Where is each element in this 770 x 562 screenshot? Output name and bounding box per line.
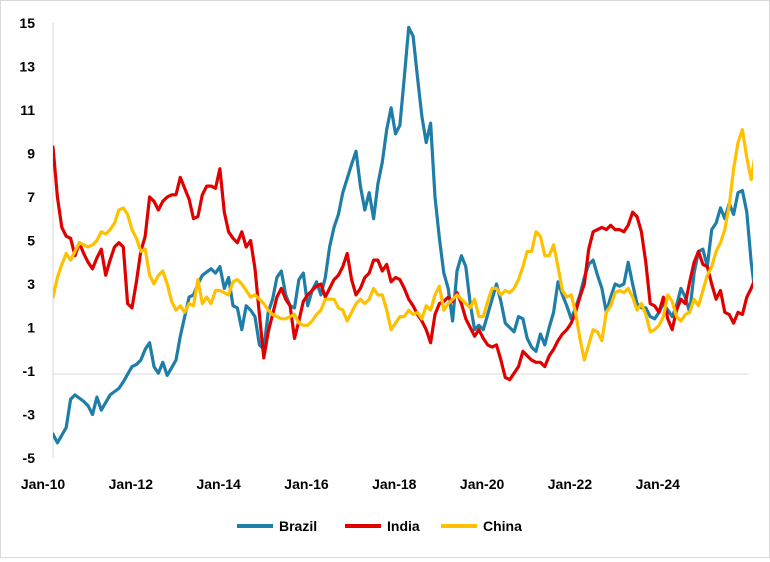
x-tick-label: Jan-20 — [460, 476, 505, 492]
x-tick-label: Jan-14 — [196, 476, 241, 492]
legend: Brazil India China — [237, 518, 522, 534]
x-tick-label: Jan-18 — [372, 476, 417, 492]
x-tick-label: Jan-16 — [284, 476, 329, 492]
series-line-china — [53, 128, 753, 362]
series-line-india — [53, 145, 753, 382]
legend-label-india: India — [387, 518, 420, 534]
y-tick-label: 5 — [27, 233, 35, 249]
legend-label-china: China — [483, 518, 522, 534]
axes — [52, 23, 749, 458]
x-tick-label: Jan-12 — [109, 476, 154, 492]
y-tick-label: 1 — [27, 320, 35, 336]
y-tick-label: 13 — [19, 59, 35, 75]
y-tick-label: 11 — [20, 102, 35, 118]
y-tick-label: -3 — [23, 407, 36, 423]
legend-label-brazil: Brazil — [279, 518, 317, 534]
series-line-brazil — [53, 25, 753, 445]
x-tick-label: Jan-24 — [636, 476, 681, 492]
x-tick-label: Jan-10 — [21, 476, 66, 492]
y-tick-label: 3 — [27, 276, 35, 292]
y-tick-label: -5 — [23, 450, 36, 466]
y-tick-label: 7 — [27, 189, 35, 205]
x-axis-tick-labels: Jan-10 Jan-12 Jan-14 Jan-16 Jan-18 Jan-20 Jan-… — [21, 476, 680, 492]
x-tick-label: Jan-22 — [548, 476, 593, 492]
y-tick-label: 15 — [19, 15, 35, 31]
y-tick-label: 9 — [27, 146, 35, 162]
y-tick-label: -1 — [23, 363, 36, 379]
series-lines — [53, 25, 753, 445]
y-axis-tick-labels: 15 13 11 9 7 5 3 1 -1 -3 -5 — [19, 15, 35, 466]
